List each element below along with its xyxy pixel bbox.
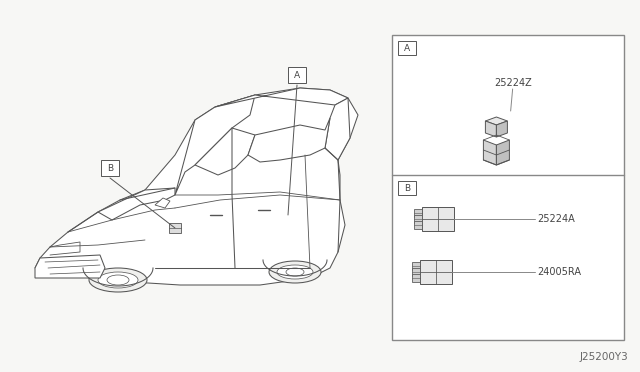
Bar [398,41,416,55]
Polygon shape [414,209,422,217]
Text: 25224Z: 25224Z [494,78,531,88]
Text: 25224A: 25224A [537,214,575,224]
Polygon shape [325,98,350,160]
Text: A: A [404,44,410,52]
Polygon shape [422,207,454,231]
Polygon shape [35,88,358,285]
Polygon shape [497,121,508,137]
Polygon shape [485,121,497,137]
Text: B: B [107,164,113,173]
Text: 24005RA: 24005RA [537,267,581,277]
Text: J25200Y3: J25200Y3 [579,352,628,362]
Polygon shape [497,140,509,165]
Polygon shape [175,95,255,195]
Polygon shape [420,260,452,284]
Ellipse shape [107,275,129,285]
Ellipse shape [269,261,321,283]
Text: B: B [404,184,410,193]
Polygon shape [155,198,170,208]
Polygon shape [414,215,422,223]
Polygon shape [483,140,497,165]
Ellipse shape [277,265,313,279]
Ellipse shape [89,268,147,292]
Polygon shape [248,118,330,162]
Bar [288,67,306,83]
Polygon shape [414,221,422,229]
Polygon shape [215,88,348,107]
Bar [392,35,624,340]
Polygon shape [412,268,420,276]
Polygon shape [98,188,175,220]
Polygon shape [412,262,420,270]
Polygon shape [169,223,181,233]
Ellipse shape [286,268,304,276]
Text: A: A [294,71,300,80]
Bar [398,181,416,195]
Polygon shape [35,255,105,278]
Polygon shape [485,117,508,125]
Bar [101,160,119,176]
Polygon shape [195,128,255,175]
Polygon shape [412,274,420,282]
Ellipse shape [98,272,138,288]
